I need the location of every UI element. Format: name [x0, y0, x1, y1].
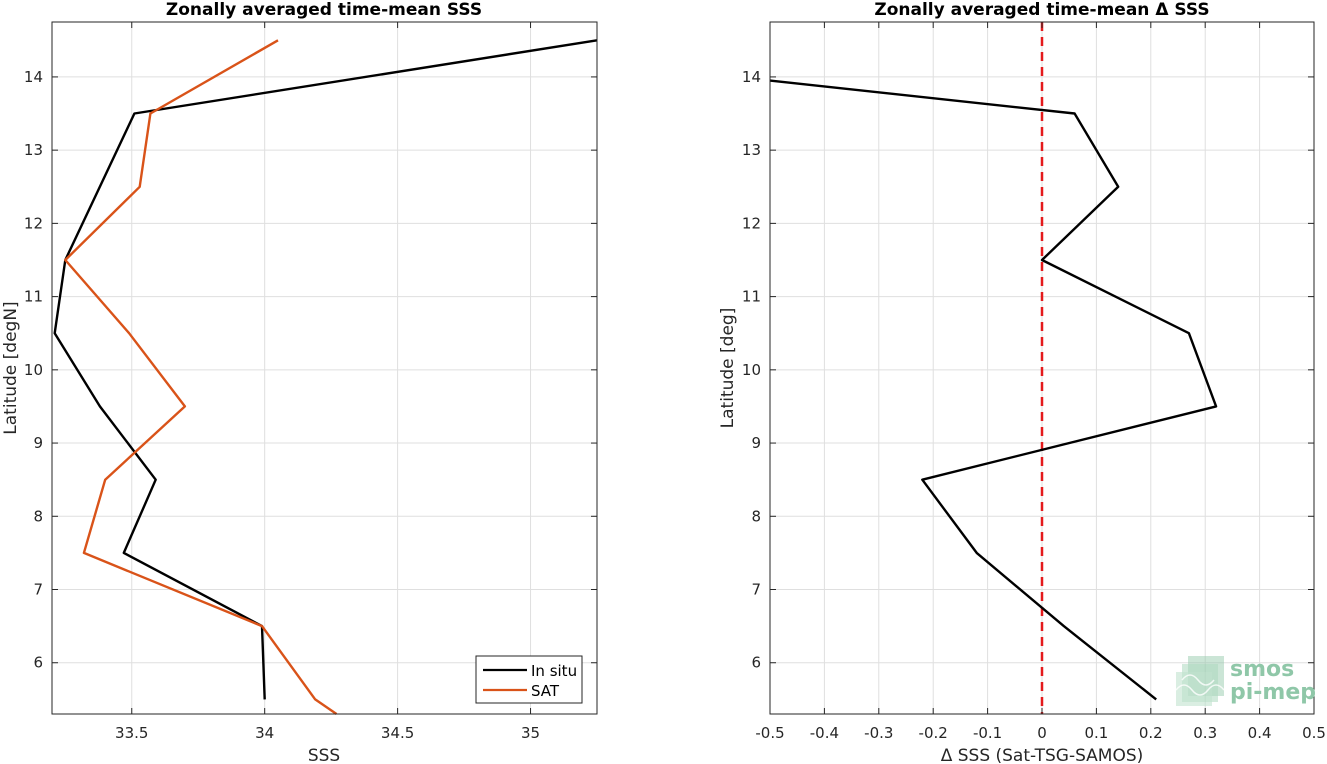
legend: In situ SAT	[475, 655, 583, 704]
left-ytick-label: 10	[24, 361, 43, 379]
left-xtick-label: 34	[255, 724, 274, 742]
right-ytick-label: 9	[751, 434, 761, 452]
left-chart-title: Zonally averaged time-mean SSS	[166, 0, 482, 20]
legend-label-sat: SAT	[531, 682, 560, 700]
left-chart-xlabel: SSS	[308, 746, 340, 764]
right-chart-ticks: -0.5 -0.4 -0.3 -0.2 -0.1 0 0.1 0.2 0.3 0.4 0.5 6 7 8 9…	[742, 22, 1326, 742]
right-ytick-label: 14	[742, 68, 761, 86]
left-chart-ylabel: Latitude [degN]	[1, 301, 21, 434]
left-chart-axes-box	[51, 21, 598, 715]
right-ytick-label: 8	[751, 507, 761, 525]
smos-pi-mep-logo: smos pi-mep	[1175, 656, 1316, 706]
right-ytick-label: 11	[742, 288, 761, 306]
right-ytick-label: 13	[742, 141, 761, 159]
left-ytick-label: 9	[33, 434, 43, 452]
left-ytick-label: 6	[33, 654, 43, 672]
left-xtick-label: 33.5	[115, 724, 148, 742]
left-ytick-label: 12	[24, 214, 43, 232]
left-chart: Zonally averaged time-mean SSS 33.5 34 34.…	[1, 0, 598, 764]
left-ytick-label: 14	[24, 68, 43, 86]
left-chart-series	[53, 39, 598, 715]
right-xtick-label: 0.5	[1302, 724, 1326, 742]
left-ytick-label: 8	[33, 507, 43, 525]
right-ytick-label: 10	[742, 361, 761, 379]
right-xtick-label: -0.4	[810, 724, 839, 742]
legend-label-in-situ: In situ	[531, 662, 577, 680]
right-xtick-label: 0.1	[1084, 724, 1108, 742]
right-chart-series	[769, 79, 1218, 701]
right-xtick-label: 0.2	[1139, 724, 1163, 742]
left-chart-grid	[52, 22, 597, 714]
right-xtick-label: -0.1	[973, 724, 1002, 742]
right-chart-title: Zonally averaged time-mean Δ SSS	[874, 0, 1209, 20]
right-xtick-label: 0.3	[1193, 724, 1217, 742]
right-chart: Zonally averaged time-mean Δ SSS -0.5 -0.…	[718, 0, 1326, 764]
right-ytick-label: 6	[751, 654, 761, 672]
right-xtick-label: -0.2	[919, 724, 948, 742]
right-xtick-label: 0	[1037, 724, 1047, 742]
right-xtick-label: -0.3	[864, 724, 893, 742]
left-series-line-0	[53, 39, 598, 700]
left-chart-ticks: 33.5 34 34.5 35 6 7 8 9 10 11 12 13 14	[24, 22, 597, 742]
left-ytick-label: 7	[33, 581, 43, 599]
logo-text-pi-mep: pi-mep	[1230, 680, 1316, 705]
right-chart-xlabel: Δ SSS (Sat-TSG-SAMOS)	[941, 746, 1144, 764]
right-xtick-label: -0.5	[755, 724, 784, 742]
left-xtick-label: 34.5	[381, 724, 414, 742]
right-xtick-label: 0.4	[1248, 724, 1272, 742]
logo-text-smos: smos	[1230, 657, 1294, 682]
right-series-line-0	[769, 79, 1218, 701]
right-chart-ylabel: Latitude [deg]	[718, 308, 738, 429]
right-ytick-label: 12	[742, 214, 761, 232]
left-series-line-1	[64, 39, 338, 715]
left-ytick-label: 11	[24, 288, 43, 306]
right-ytick-label: 7	[751, 581, 761, 599]
left-xtick-label: 35	[521, 724, 540, 742]
left-ytick-label: 13	[24, 141, 43, 159]
legend-box	[475, 655, 583, 704]
wave-logo-icon	[1175, 656, 1225, 706]
